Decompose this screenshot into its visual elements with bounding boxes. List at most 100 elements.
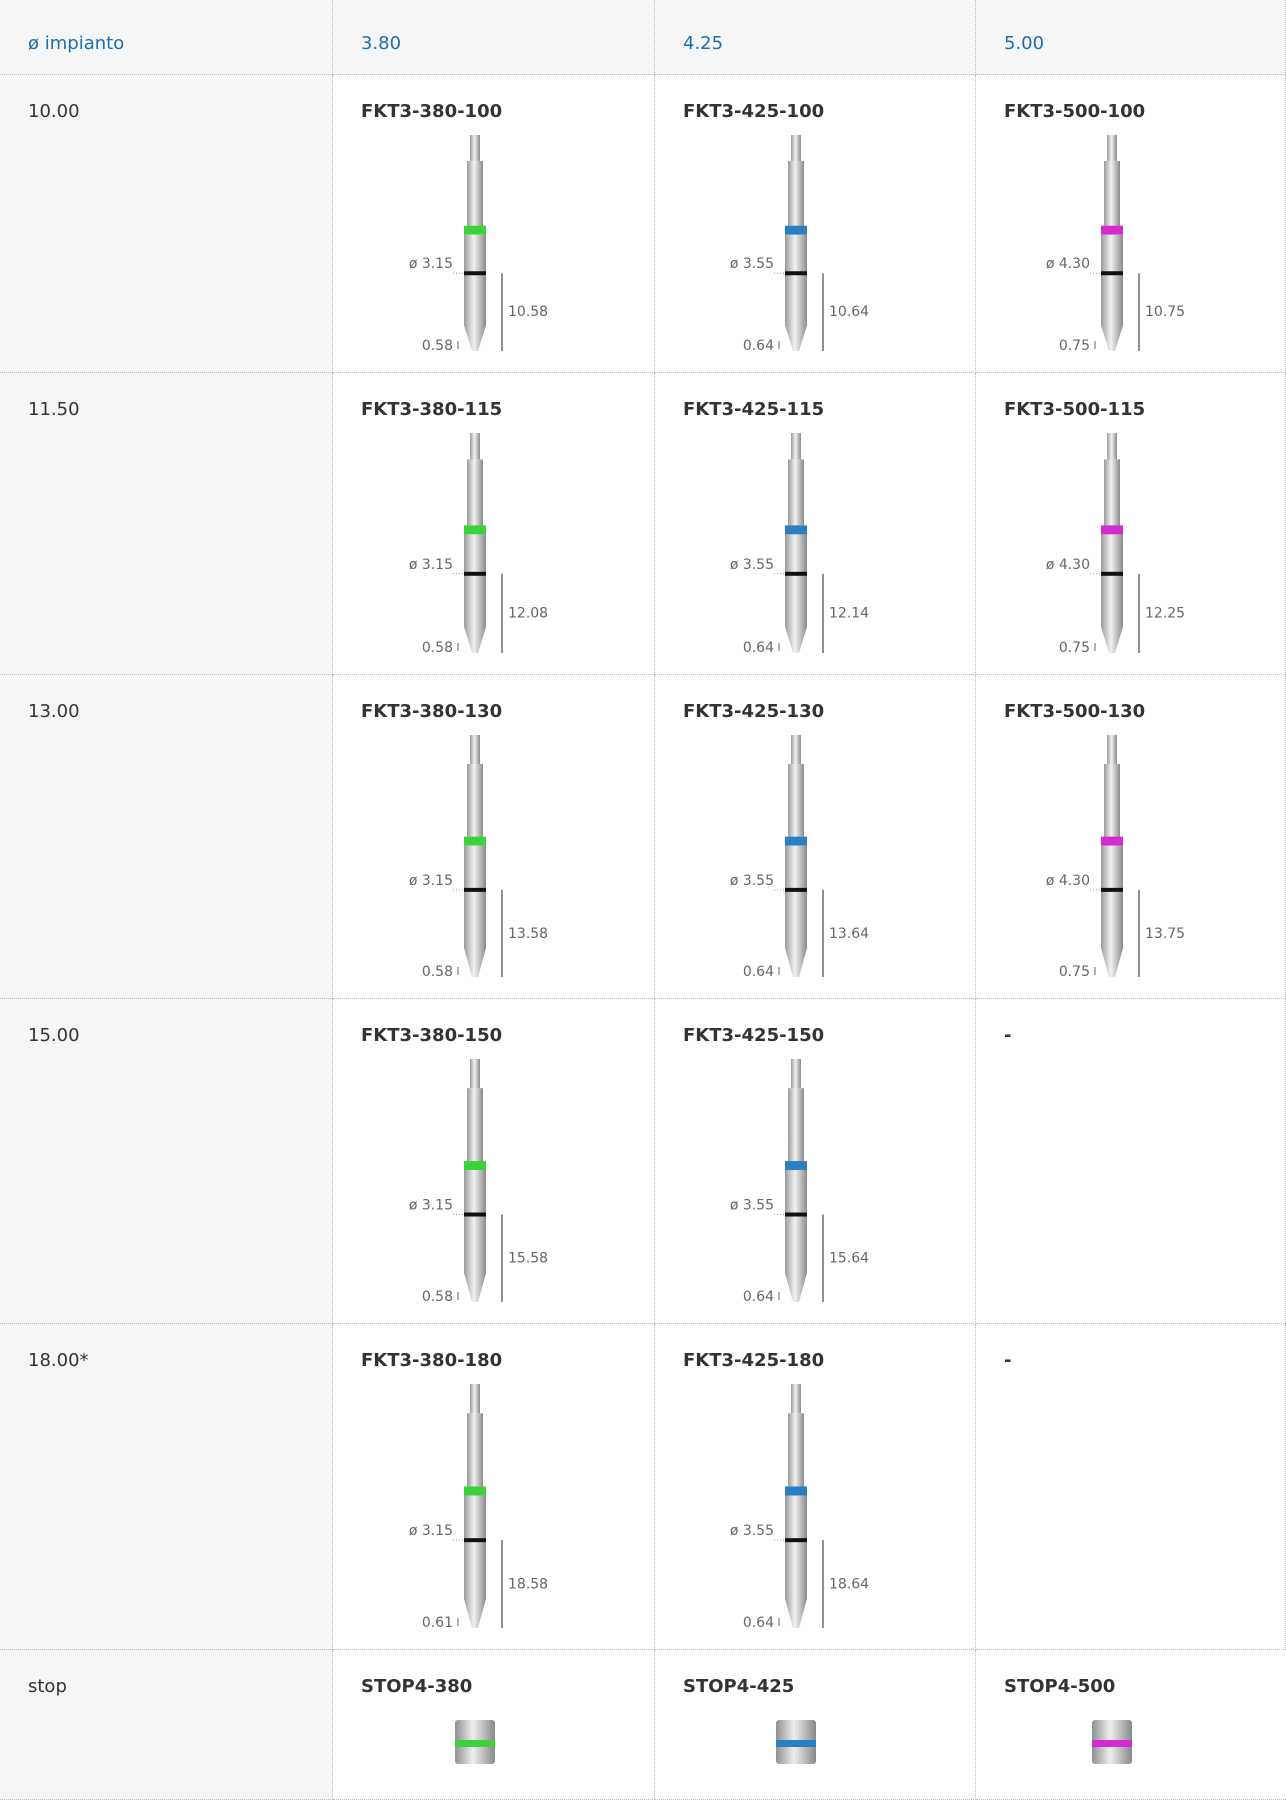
product-cell: FKT3-425-150 ø 3.55 0.64 15.64	[655, 999, 976, 1324]
product-cell: FKT3-380-150 ø 3.15 0.58 15.58	[333, 999, 655, 1324]
tip-label: 0.64	[743, 1615, 774, 1631]
row-label: 10.00	[0, 75, 333, 373]
diameter-label: ø 4.30	[1046, 256, 1090, 272]
drill-band	[464, 225, 486, 235]
length-label: 15.58	[508, 1251, 548, 1267]
tip-label: 0.58	[422, 964, 453, 980]
product-cell: STOP4-380	[333, 1650, 655, 1800]
drill-shank	[1107, 433, 1117, 460]
product-code: STOP4-425	[683, 1676, 795, 1697]
row-label: 15.00	[0, 999, 333, 1324]
header-cell: 4.25	[655, 0, 976, 75]
product-code: FKT3-425-100	[683, 101, 825, 122]
drill-neck	[788, 160, 804, 231]
drill-band	[785, 525, 807, 535]
product-cell: FKT3-380-180 ø 3.15 0.61 18.58	[333, 1324, 655, 1650]
drill-band	[464, 1161, 486, 1171]
tip-label: 0.64	[743, 964, 774, 980]
diameter-label: ø 3.55	[730, 873, 774, 889]
product-cell: FKT3-380-115 ø 3.15 0.58 12.08	[333, 373, 655, 675]
drill-body	[464, 1495, 486, 1628]
product-code: -	[1004, 1025, 1012, 1046]
product-code: FKT3-380-115	[361, 399, 503, 420]
drill-neck	[467, 764, 483, 842]
length-label: 12.25	[1145, 605, 1185, 621]
drill-body	[785, 845, 807, 977]
tip-label: 0.75	[1059, 338, 1090, 354]
stop-drawing	[455, 1720, 495, 1764]
tip-label: 0.58	[422, 640, 453, 656]
drill-drawing: ø 4.30 0.75 12.25	[1046, 433, 1185, 656]
drill-body	[1101, 845, 1123, 977]
drill-shank	[791, 1384, 801, 1414]
drill-body	[464, 1170, 486, 1302]
drill-body	[785, 234, 807, 351]
drill-body	[1101, 534, 1123, 653]
product-cell: STOP4-500	[976, 1650, 1286, 1800]
diameter-label: ø 4.30	[1046, 557, 1090, 573]
drill-body	[785, 534, 807, 653]
drill-drawing: ø 3.55 0.64 10.64	[730, 135, 869, 354]
drill-body	[785, 1170, 807, 1302]
diameter-label: ø 3.55	[730, 1198, 774, 1214]
product-code: STOP4-380	[361, 1676, 473, 1697]
product-code: STOP4-500	[1004, 1676, 1116, 1697]
length-label: 13.58	[508, 926, 548, 942]
drill-body	[464, 845, 486, 977]
row-label: 18.00*	[0, 1324, 333, 1650]
drill-shank	[470, 1384, 480, 1414]
diameter-label: ø 4.30	[1046, 873, 1090, 889]
length-label: 12.08	[508, 605, 548, 621]
diameter-label: ø 3.15	[409, 1198, 453, 1214]
tip-label: 0.75	[1059, 640, 1090, 656]
depth-mark	[464, 571, 486, 576]
depth-mark	[785, 887, 807, 892]
drill-neck	[467, 459, 483, 530]
length-label: 10.75	[1145, 304, 1185, 320]
depth-mark	[464, 1212, 486, 1217]
drill-body	[464, 234, 486, 351]
length-label: 13.75	[1145, 926, 1185, 942]
product-code: FKT3-425-130	[683, 701, 825, 722]
stop-drawing	[776, 1720, 816, 1764]
diameter-label: ø 3.55	[730, 256, 774, 272]
drill-shank	[470, 433, 480, 460]
drill-drawing: ø 3.15 0.61 18.58	[409, 1384, 548, 1631]
drill-neck	[788, 1088, 804, 1166]
drill-shank	[1107, 135, 1117, 161]
depth-mark	[1101, 887, 1123, 892]
drill-shank	[791, 433, 801, 460]
drill-neck	[467, 1088, 483, 1166]
product-code: FKT3-380-150	[361, 1025, 503, 1046]
drill-shank	[791, 1059, 801, 1089]
product-cell: FKT3-500-130 ø 4.30 0.75 13.75	[976, 675, 1286, 999]
drill-shank	[470, 1059, 480, 1089]
drill-neck	[788, 764, 804, 842]
drill-band	[785, 1161, 807, 1171]
drill-band	[464, 1486, 486, 1496]
product-code: FKT3-380-180	[361, 1350, 503, 1371]
tip-label: 0.61	[422, 1615, 453, 1631]
depth-mark	[785, 1538, 807, 1543]
product-code: FKT3-425-115	[683, 399, 825, 420]
tip-label: 0.64	[743, 338, 774, 354]
drill-body	[785, 1495, 807, 1628]
length-label: 12.14	[829, 605, 869, 621]
depth-mark	[785, 271, 807, 276]
drill-band	[1101, 836, 1123, 846]
drill-neck	[788, 1413, 804, 1492]
product-code: FKT3-425-150	[683, 1025, 825, 1046]
product-cell: FKT3-500-115 ø 4.30 0.75 12.25	[976, 373, 1286, 675]
stop-band	[455, 1740, 495, 1747]
diameter-label: ø 3.15	[409, 1523, 453, 1539]
diameter-label: ø 3.55	[730, 1523, 774, 1539]
product-cell: FKT3-425-180 ø 3.55 0.64 18.64	[655, 1324, 976, 1650]
product-cell: STOP4-425	[655, 1650, 976, 1800]
length-label: 18.64	[829, 1576, 869, 1592]
drill-shank	[470, 135, 480, 161]
tip-label: 0.58	[422, 1289, 453, 1305]
tip-label: 0.64	[743, 640, 774, 656]
drill-shank	[791, 135, 801, 161]
drill-band	[785, 1486, 807, 1496]
